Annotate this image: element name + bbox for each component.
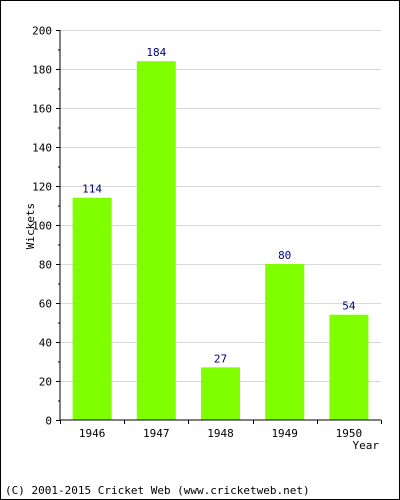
y-tick-label: 40	[39, 337, 52, 350]
data-label: 27	[214, 352, 227, 365]
y-tick-label: 20	[39, 376, 52, 389]
x-tick-label: 1948	[207, 427, 234, 440]
data-labels: 114 184 27 80 54	[82, 46, 356, 365]
copyright-footer: (C) 2001-2015 Cricket Web (www.cricketwe…	[5, 484, 310, 497]
gridlines	[60, 30, 381, 382]
y-ticks: 0 20 40 60 80 100 120 140 160 180 200	[32, 25, 60, 428]
data-label: 184	[146, 46, 166, 59]
data-label: 54	[342, 300, 356, 313]
x-axis-title: Year	[353, 439, 380, 452]
bar	[265, 264, 305, 420]
y-tick-label: 0	[45, 415, 52, 428]
y-tick-label: 100	[32, 220, 52, 233]
y-axis-title: Wickets	[24, 203, 37, 249]
bar	[201, 367, 240, 420]
bars	[72, 61, 369, 420]
bar	[72, 197, 112, 420]
y-tick-label: 80	[39, 259, 52, 272]
bar	[329, 314, 369, 420]
y-tick-label: 120	[32, 181, 52, 194]
bar	[136, 61, 176, 420]
x-tick-label: 1949	[271, 427, 298, 440]
y-tick-label: 140	[32, 142, 52, 155]
y-tick-label: 60	[39, 298, 52, 311]
y-tick-label: 180	[32, 64, 52, 77]
data-label: 80	[278, 249, 291, 262]
x-tick-label: 1947	[143, 427, 170, 440]
y-tick-label: 200	[32, 25, 52, 38]
x-tick-label: 1950	[336, 427, 363, 440]
data-label: 114	[82, 183, 102, 196]
y-tick-label: 160	[32, 103, 52, 116]
x-tick-label: 1946	[79, 427, 106, 440]
x-ticks: 1946 1947 1948 1949 1950	[60, 420, 382, 440]
